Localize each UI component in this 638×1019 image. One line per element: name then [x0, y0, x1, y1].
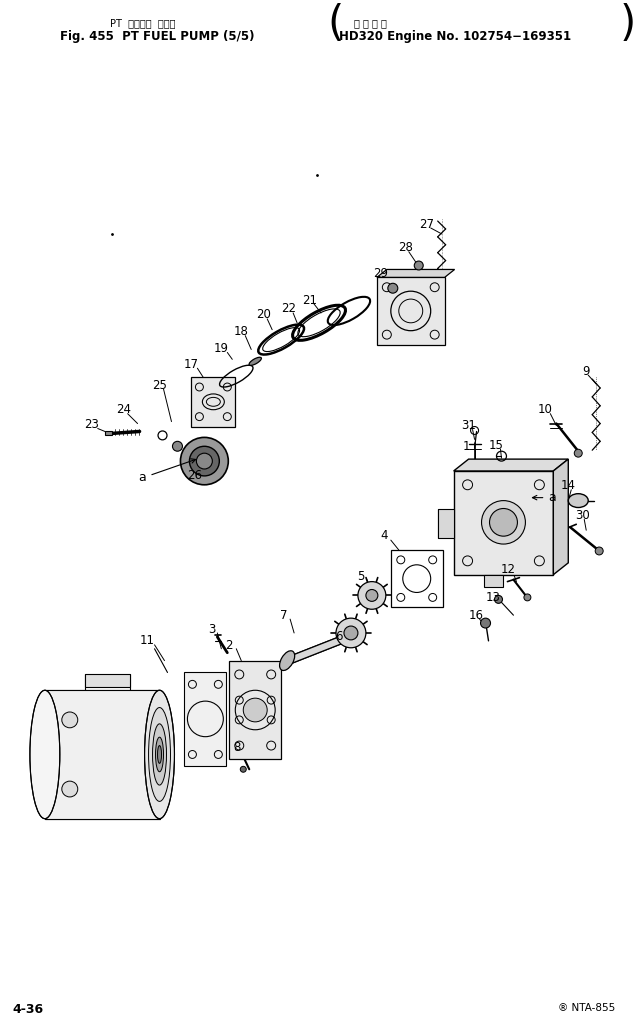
Text: 20: 20: [256, 309, 271, 321]
Bar: [438, 508, 454, 538]
Text: 29: 29: [373, 267, 389, 280]
Text: 9: 9: [582, 365, 590, 378]
Text: 21: 21: [302, 293, 318, 307]
Text: 25: 25: [152, 378, 167, 391]
Circle shape: [241, 766, 246, 772]
Circle shape: [197, 453, 212, 469]
Text: 3: 3: [209, 623, 216, 636]
Circle shape: [524, 594, 531, 601]
Circle shape: [482, 500, 526, 544]
Text: 15: 15: [489, 439, 504, 451]
Text: (: (: [328, 3, 344, 46]
Text: 28: 28: [398, 242, 413, 254]
Text: HD320 Engine No. 102754−169351: HD320 Engine No. 102754−169351: [339, 31, 571, 44]
Text: 16: 16: [469, 608, 484, 622]
Text: 24: 24: [116, 404, 131, 416]
Text: 14: 14: [561, 479, 575, 492]
Text: a: a: [138, 459, 196, 484]
Ellipse shape: [568, 493, 588, 507]
Circle shape: [494, 595, 503, 603]
Ellipse shape: [158, 746, 161, 763]
Bar: [484, 575, 503, 587]
Text: Fig. 455  PT FUEL PUMP (5/5): Fig. 455 PT FUEL PUMP (5/5): [60, 31, 255, 44]
Circle shape: [574, 449, 582, 458]
Polygon shape: [377, 269, 455, 277]
Circle shape: [336, 619, 366, 648]
Ellipse shape: [145, 690, 174, 818]
Circle shape: [181, 437, 228, 485]
Polygon shape: [45, 690, 160, 818]
Ellipse shape: [156, 737, 163, 771]
Text: 22: 22: [281, 303, 297, 316]
Circle shape: [388, 283, 398, 293]
Text: 17: 17: [184, 358, 199, 371]
Text: 30: 30: [575, 508, 590, 522]
Text: 8: 8: [234, 741, 241, 754]
Polygon shape: [377, 277, 445, 344]
Circle shape: [172, 441, 182, 451]
Text: 1: 1: [463, 440, 470, 452]
Text: 10: 10: [538, 404, 553, 416]
Ellipse shape: [152, 723, 167, 785]
Circle shape: [414, 261, 423, 270]
Polygon shape: [229, 660, 281, 759]
Circle shape: [189, 446, 219, 476]
Circle shape: [366, 590, 378, 601]
Circle shape: [358, 582, 386, 609]
Circle shape: [595, 547, 603, 555]
Text: 23: 23: [84, 418, 99, 431]
Polygon shape: [553, 460, 568, 575]
Text: 18: 18: [234, 325, 249, 338]
Circle shape: [243, 698, 267, 721]
Polygon shape: [105, 431, 112, 435]
Text: 11: 11: [140, 635, 155, 647]
Text: 19: 19: [214, 342, 229, 355]
Ellipse shape: [30, 690, 60, 818]
Circle shape: [480, 619, 491, 628]
Circle shape: [489, 508, 517, 536]
Text: a: a: [533, 491, 556, 504]
Circle shape: [344, 626, 358, 640]
Ellipse shape: [149, 707, 170, 801]
Polygon shape: [454, 460, 568, 471]
Polygon shape: [191, 377, 235, 427]
Text: 6: 6: [335, 631, 343, 643]
Polygon shape: [184, 673, 226, 766]
Text: 4: 4: [380, 529, 388, 542]
Polygon shape: [286, 629, 359, 665]
Text: PT  フェエル  ポンプ: PT フェエル ポンプ: [110, 18, 175, 29]
Ellipse shape: [249, 358, 262, 366]
Text: 7: 7: [280, 608, 288, 622]
Text: 12: 12: [501, 564, 516, 577]
Circle shape: [62, 782, 78, 797]
Text: ® NTA-855: ® NTA-855: [558, 1004, 616, 1013]
Ellipse shape: [279, 651, 295, 671]
Text: 2: 2: [226, 639, 233, 652]
Text: 4-36: 4-36: [12, 1004, 43, 1016]
Text: 13: 13: [486, 591, 501, 604]
Text: 27: 27: [419, 217, 434, 230]
Text: ): ): [620, 3, 636, 46]
Polygon shape: [85, 675, 130, 687]
Text: 26: 26: [187, 470, 202, 482]
Circle shape: [62, 712, 78, 728]
Text: 31: 31: [461, 419, 476, 432]
Text: 5: 5: [357, 571, 364, 583]
Text: 適 用 号 機: 適 用 号 機: [354, 18, 387, 29]
Polygon shape: [454, 471, 553, 575]
